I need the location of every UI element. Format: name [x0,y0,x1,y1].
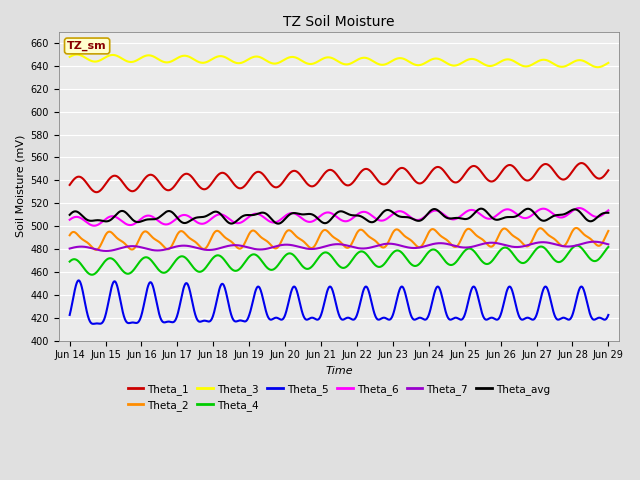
Theta_6 [314,215,321,221]
Line: Theta_6: Theta_6 [70,208,609,226]
Legend: Theta_1, Theta_2, Theta_3, Theta_4, Theta_5, Theta_6, Theta_7, Theta_avg: Theta_1, Theta_2, Theta_3, Theta_4, Thet… [124,380,554,415]
Theta_7 [490,240,498,246]
Theta_4 [328,254,336,260]
Theta_avg [605,210,612,216]
Theta_2 [490,242,498,248]
Theta_7 [589,239,596,245]
Theta_4 [66,259,74,264]
Theta_2 [92,247,100,252]
Theta_6 [605,207,612,213]
Theta_avg [328,216,336,221]
Line: Theta_5: Theta_5 [70,280,609,324]
Theta_avg [275,221,282,227]
Theta_2 [93,247,101,252]
Line: Theta_4: Theta_4 [70,246,609,275]
Theta_4 [589,258,597,264]
Theta_5 [314,317,322,323]
Theta_4 [605,244,612,250]
Title: TZ Soil Moisture: TZ Soil Moisture [284,15,395,29]
Theta_5 [89,321,97,327]
Theta_3 [73,52,81,58]
Theta_4 [573,243,580,249]
Theta_1 [66,182,74,188]
Theta_5 [94,321,102,326]
Theta_3 [490,62,498,68]
Theta_7 [590,239,598,245]
Text: TZ_sm: TZ_sm [67,41,107,51]
Theta_1 [93,189,100,195]
Theta_2 [328,233,336,239]
Theta_7 [314,245,321,251]
Theta_5 [328,287,336,292]
Theta_2 [314,238,321,243]
Theta_5 [589,317,597,323]
Theta_2 [589,239,597,244]
Theta_2 [589,239,597,244]
Theta_6 [90,223,98,228]
Theta_avg [589,217,597,223]
Line: Theta_7: Theta_7 [70,242,609,251]
Theta_avg [66,212,74,218]
Theta_avg [477,206,485,212]
Theta_4 [93,268,101,274]
Theta_3 [589,63,596,69]
Theta_1 [93,189,101,195]
Theta_4 [589,258,597,264]
Theta_7 [605,241,612,247]
Theta_1 [577,160,585,166]
Theta_3 [66,54,74,60]
Line: Theta_1: Theta_1 [70,163,609,192]
Theta_4 [88,272,96,277]
Theta_1 [589,172,597,178]
Line: Theta_avg: Theta_avg [70,209,609,224]
Theta_4 [314,256,321,262]
Theta_7 [328,242,336,248]
Theta_1 [490,178,498,183]
Theta_5 [66,312,74,318]
Theta_2 [572,225,580,231]
Theta_1 [605,168,612,173]
X-axis label: Time: Time [325,366,353,376]
Theta_2 [605,228,612,234]
Theta_avg [93,217,101,223]
Theta_5 [605,312,612,318]
Theta_6 [66,217,74,223]
Theta_2 [66,232,74,238]
Theta_5 [589,316,597,322]
Theta_3 [328,55,336,61]
Theta_6 [575,205,583,211]
Theta_3 [594,64,602,70]
Theta_avg [314,216,321,221]
Theta_4 [490,256,498,262]
Theta_7 [102,248,110,254]
Theta_6 [589,213,597,219]
Theta_7 [66,246,74,252]
Theta_6 [490,214,498,220]
Theta_avg [589,218,597,224]
Theta_5 [75,277,83,283]
Theta_avg [490,216,498,222]
Theta_3 [589,63,597,69]
Theta_7 [589,239,597,245]
Theta_7 [93,247,101,252]
Theta_6 [328,211,336,216]
Theta_3 [605,60,612,66]
Line: Theta_2: Theta_2 [70,228,609,250]
Theta_3 [314,59,321,65]
Line: Theta_3: Theta_3 [70,55,609,67]
Theta_1 [589,171,597,177]
Theta_3 [93,59,101,64]
Theta_1 [328,168,336,173]
Theta_6 [589,213,597,219]
Theta_5 [490,316,498,322]
Theta_6 [93,222,101,228]
Theta_1 [314,180,321,186]
Y-axis label: Soil Moisture (mV): Soil Moisture (mV) [15,135,25,237]
